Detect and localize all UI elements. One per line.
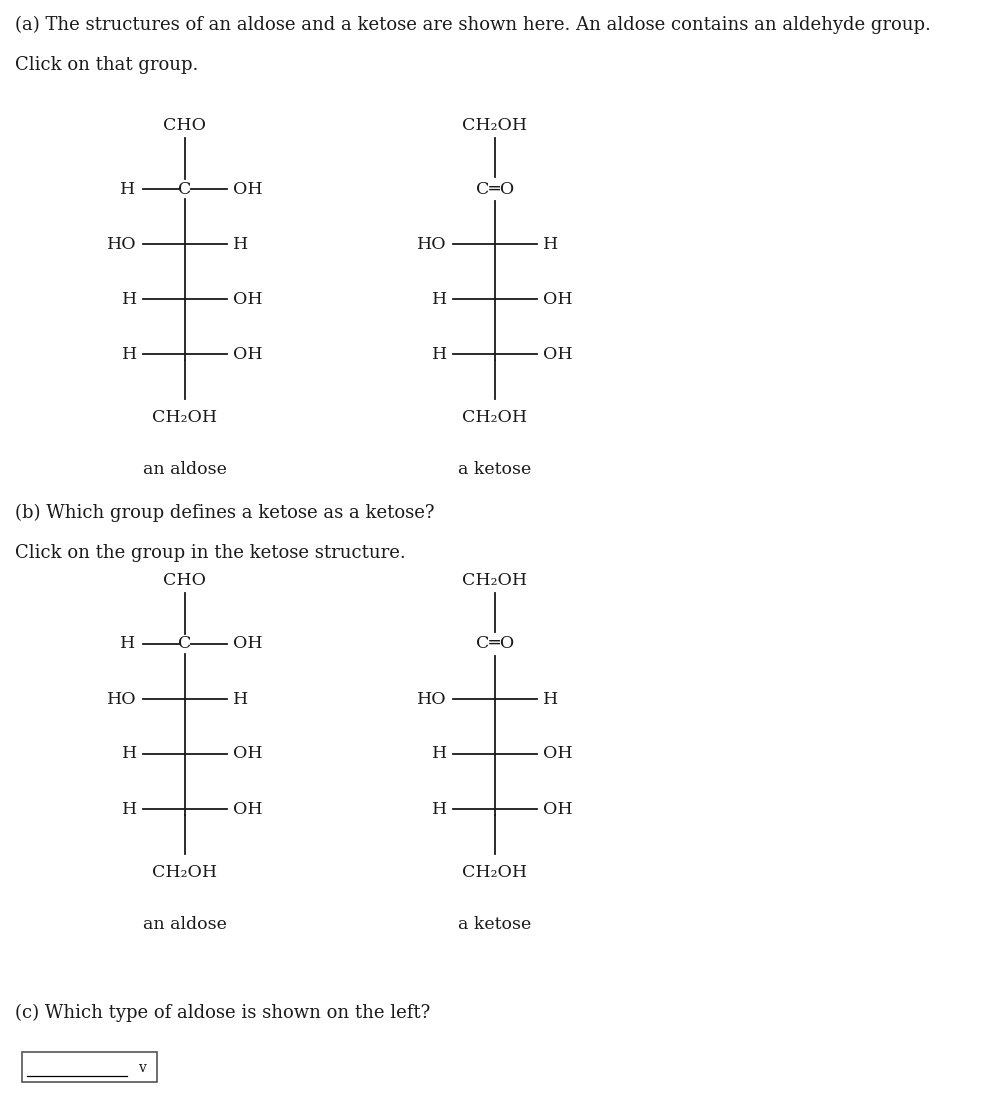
Text: a ketose: a ketose: [459, 916, 531, 933]
Text: OH: OH: [233, 801, 263, 817]
Text: HO: HO: [108, 235, 137, 253]
Text: CH₂OH: CH₂OH: [153, 864, 217, 881]
Text: (c) Which type of aldose is shown on the left?: (c) Which type of aldose is shown on the…: [15, 1004, 431, 1022]
Text: H: H: [543, 235, 558, 253]
Text: CH₂OH: CH₂OH: [463, 409, 527, 426]
Text: CH₂OH: CH₂OH: [463, 864, 527, 881]
Text: HO: HO: [417, 235, 447, 253]
Text: HO: HO: [417, 690, 447, 708]
Text: H: H: [120, 181, 135, 198]
Text: OH: OH: [543, 346, 572, 362]
Text: H: H: [233, 235, 248, 253]
Text: OH: OH: [233, 745, 263, 763]
Text: OH: OH: [233, 291, 263, 307]
Text: H: H: [122, 346, 137, 362]
Text: Click on the group in the ketose structure.: Click on the group in the ketose structu…: [15, 544, 405, 562]
Text: an aldose: an aldose: [143, 916, 227, 933]
Text: OH: OH: [543, 745, 572, 763]
Text: H: H: [432, 346, 447, 362]
Text: H: H: [432, 801, 447, 817]
Text: CH₂OH: CH₂OH: [463, 117, 527, 133]
Text: OH: OH: [233, 346, 263, 362]
Text: v: v: [138, 1061, 146, 1075]
Text: H: H: [432, 291, 447, 307]
Text: OH: OH: [543, 801, 572, 817]
Text: H: H: [120, 636, 135, 652]
Text: (a) The structures of an aldose and a ketose are shown here. An aldose contains : (a) The structures of an aldose and a ke…: [15, 16, 931, 34]
Text: H: H: [233, 690, 248, 708]
Text: C: C: [178, 181, 192, 198]
Text: H: H: [122, 801, 137, 817]
Text: CHO: CHO: [164, 572, 206, 589]
Text: HO: HO: [108, 690, 137, 708]
Text: CH₂OH: CH₂OH: [463, 572, 527, 589]
Text: H: H: [432, 745, 447, 763]
Text: H: H: [122, 745, 137, 763]
Text: H: H: [543, 690, 558, 708]
Text: OH: OH: [233, 181, 263, 198]
Text: (b) Which group defines a ketose as a ketose?: (b) Which group defines a ketose as a ke…: [15, 504, 435, 522]
Bar: [22, 1052, 157, 1082]
Text: H: H: [122, 291, 137, 307]
Text: C: C: [178, 636, 192, 652]
Text: CH₂OH: CH₂OH: [153, 409, 217, 426]
Text: a ketose: a ketose: [459, 461, 531, 478]
Text: C═O: C═O: [476, 181, 514, 198]
Text: Click on that group.: Click on that group.: [15, 56, 198, 74]
Text: C═O: C═O: [476, 636, 514, 652]
Text: OH: OH: [543, 291, 572, 307]
Text: an aldose: an aldose: [143, 461, 227, 478]
Text: OH: OH: [233, 636, 263, 652]
Text: CHO: CHO: [164, 117, 206, 133]
